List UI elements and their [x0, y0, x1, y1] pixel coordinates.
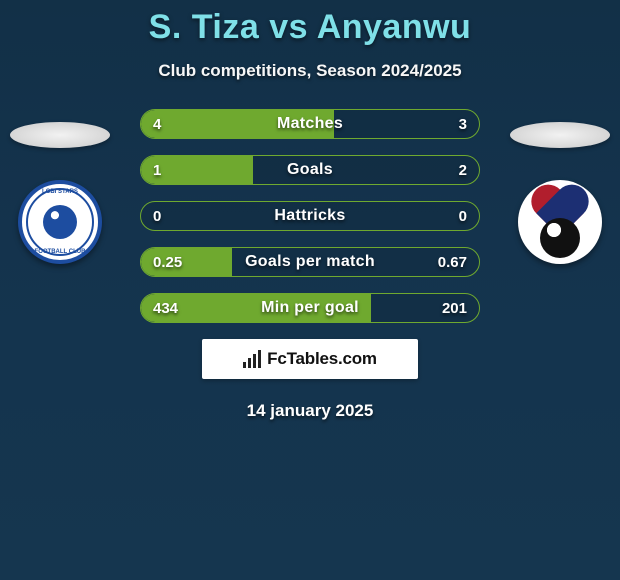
stat-value-right: 0.67	[426, 248, 479, 276]
chart-icon	[243, 350, 261, 368]
player-right	[510, 122, 610, 264]
stat-label: Goals	[141, 156, 479, 184]
stat-row-matches: 4 Matches 3	[140, 109, 480, 139]
stat-row-min-per-goal: 434 Min per goal 201	[140, 293, 480, 323]
stat-value-right: 201	[430, 294, 479, 322]
stats-panel: 4 Matches 3 1 Goals 2 0 Hattricks 0 0.25…	[140, 109, 480, 323]
stat-value-right: 2	[447, 156, 479, 184]
club-logo-right	[518, 180, 602, 264]
stat-row-goals: 1 Goals 2	[140, 155, 480, 185]
player-left: LOBI STARS FOOTBALL CLUB	[10, 122, 110, 264]
stat-label: Min per goal	[141, 294, 479, 322]
brand-text: FcTables.com	[267, 349, 377, 369]
club-logo-left: LOBI STARS FOOTBALL CLUB	[18, 180, 102, 264]
stat-row-goals-per-match: 0.25 Goals per match 0.67	[140, 247, 480, 277]
stat-label: Hattricks	[141, 202, 479, 230]
brand-badge[interactable]: FcTables.com	[202, 339, 418, 379]
stat-label: Matches	[141, 110, 479, 138]
avatar-placeholder-left	[10, 122, 110, 148]
stat-row-hattricks: 0 Hattricks 0	[140, 201, 480, 231]
avatar-placeholder-right	[510, 122, 610, 148]
subtitle: Club competitions, Season 2024/2025	[0, 61, 620, 81]
page-title: S. Tiza vs Anyanwu	[0, 0, 620, 47]
stat-value-right: 0	[447, 202, 479, 230]
date-label: 14 january 2025	[0, 401, 620, 421]
stat-value-right: 3	[447, 110, 479, 138]
